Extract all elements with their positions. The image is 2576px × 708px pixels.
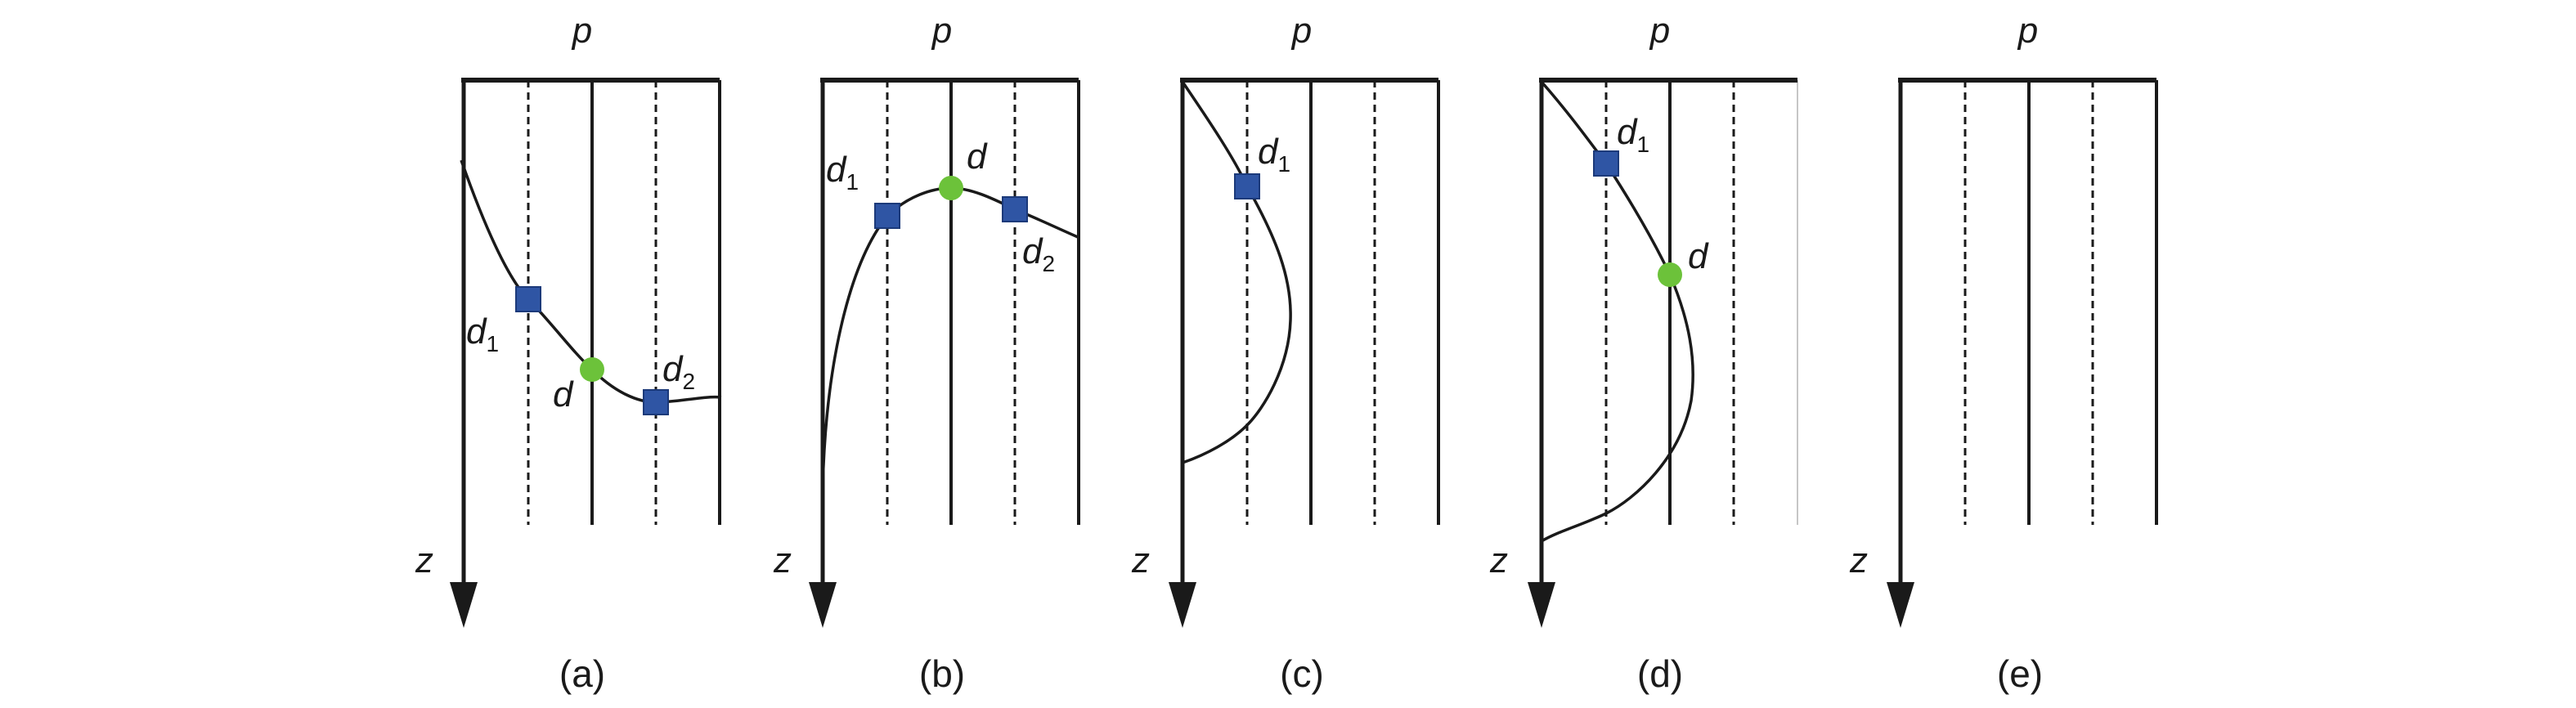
panel-b-z-arrowhead [809, 582, 837, 628]
panel-d: p d1 d z (d) [1489, 11, 1798, 695]
panel-b-label-d2: d2 [1022, 231, 1055, 276]
panel-a-label-d: d [553, 374, 574, 414]
panel-c-z-label: z [1131, 540, 1150, 580]
panel-b-square-marker-d1 [874, 203, 900, 229]
panel-a-z-arrowhead [450, 582, 478, 628]
panel-e-z-arrowhead [1887, 582, 1914, 628]
panel-b-label-d: d [967, 137, 988, 177]
panel-e-p-label: p [2017, 11, 2038, 51]
panel-b-square-marker-d2 [1002, 196, 1028, 222]
panel-c-curve [1181, 81, 1292, 464]
panel-a-label-d2: d2 [662, 349, 695, 394]
panel-e: p z (e) [1849, 11, 2158, 695]
panel-b-caption: (b) [919, 652, 965, 695]
panel-a-circle-marker-d [580, 357, 604, 382]
panel-a-p-label: p [571, 11, 592, 51]
panel-b-p-label: p [931, 11, 952, 51]
panel-a-label-d1: d1 [466, 311, 499, 356]
panel-c-square-marker-d1 [1234, 173, 1260, 199]
panel-b-z-label: z [773, 540, 792, 580]
panel-e-caption: (e) [1997, 652, 2043, 695]
panel-c-caption: (c) [1280, 652, 1324, 695]
panel-a-z-label: z [415, 540, 433, 580]
panel-d-square-marker-d1 [1593, 150, 1619, 177]
panel-e-z-label: z [1849, 540, 1868, 580]
panel-a-square-marker-d1 [515, 286, 541, 312]
panel-c-label-d1: d1 [1258, 132, 1290, 177]
panel-a-caption: (a) [559, 652, 605, 695]
panel-d-circle-marker-d [1658, 262, 1682, 287]
panel-d-caption: (d) [1637, 652, 1683, 695]
panel-c: p d1 z (c) [1131, 11, 1440, 695]
panel-d-z-arrowhead [1528, 582, 1555, 628]
panel-d-z-label: z [1489, 540, 1508, 580]
panel-b-circle-marker-d [939, 176, 963, 200]
panel-b: p d1 d d2 z (b) [773, 11, 1080, 695]
panel-a: p d1 d d2 z (a) [415, 11, 722, 695]
panel-d-label-d1: d1 [1617, 112, 1649, 157]
panel-b-label-d1: d1 [826, 150, 859, 195]
panel-c-z-arrowhead [1169, 582, 1196, 628]
panel-c-p-label: p [1290, 11, 1312, 51]
panel-d-label-d: d [1688, 236, 1709, 276]
panel-d-p-label: p [1649, 11, 1670, 51]
panel-a-square-marker-d2 [643, 389, 669, 415]
